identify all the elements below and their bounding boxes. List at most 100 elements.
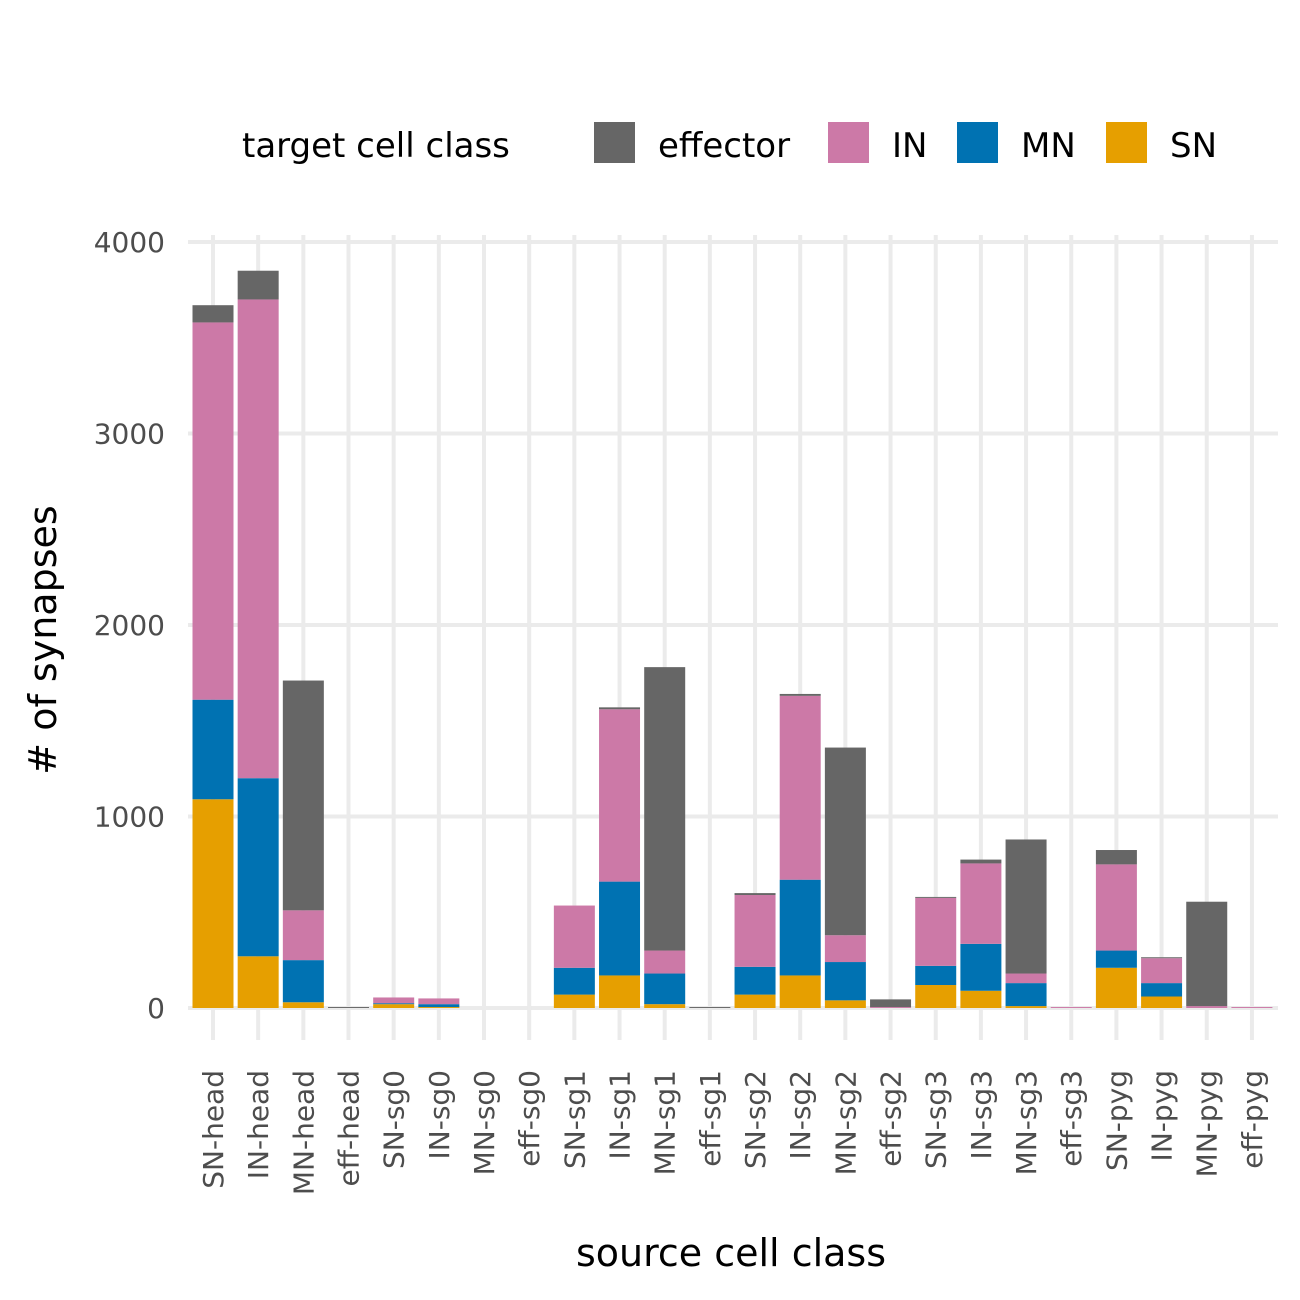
bar-SN-head-in	[192, 322, 234, 700]
legend-items: effector IN MN SN	[594, 122, 1217, 166]
legend-swatch-effector	[594, 122, 635, 163]
legend: target cell class effector IN MN SN	[242, 122, 1217, 166]
x-tick-label-MN-sg1: MN-sg1	[649, 1070, 682, 1175]
bar-IN-sg2-sn	[779, 975, 821, 1008]
legend-swatch-in	[828, 122, 869, 163]
x-tick-label-IN-sg2: IN-sg2	[784, 1070, 817, 1159]
x-tick-label-IN-head: IN-head	[242, 1070, 275, 1179]
bar-SN-pyg-sn	[1095, 967, 1137, 1008]
bar-SN-sg3-effector	[915, 896, 957, 898]
bar-MN-sg2-sn	[824, 1000, 866, 1008]
bar-IN-sg2-in	[779, 695, 821, 880]
bar-MN-sg1-sn	[644, 1004, 686, 1008]
bar-SN-sg1-mn	[553, 967, 595, 995]
bar-SN-head-sn	[192, 799, 234, 1008]
bar-SN-sg2-in	[734, 895, 776, 967]
bar-MN-pyg-in	[1186, 1006, 1228, 1008]
bar-IN-sg3-in	[960, 863, 1002, 944]
bar-IN-sg2-effector	[779, 693, 821, 696]
bar-SN-sg1-in	[553, 905, 595, 968]
x-tick-label-IN-sg1: IN-sg1	[604, 1070, 637, 1159]
bar-IN-head-effector	[237, 270, 279, 300]
bar-IN-sg2-mn	[779, 879, 821, 976]
bars	[192, 270, 1273, 1008]
bar-SN-sg0-in	[373, 997, 415, 1004]
bar-SN-head-mn	[192, 699, 234, 800]
bar-MN-sg3-mn	[1005, 983, 1047, 1007]
bar-IN-sg1-in	[599, 709, 641, 882]
x-axis-ticks: SN-head IN-head MN-head eff-head SN-sg0 IN-sg…	[197, 1070, 1269, 1195]
bar-MN-sg1-effector	[644, 667, 686, 951]
bar-eff-head-effector	[328, 1007, 370, 1008]
bar-IN-sg1-effector	[599, 707, 641, 710]
x-tick-label-SN-sg2: SN-sg2	[739, 1070, 772, 1169]
x-tick-label-eff-sg1: eff-sg1	[694, 1070, 727, 1167]
x-tick-label-IN-pyg: IN-pyg	[1146, 1070, 1179, 1161]
bar-MN-sg2-effector	[824, 747, 866, 936]
bar-MN-sg1-in	[644, 950, 686, 974]
bar-MN-sg1-mn	[644, 973, 686, 1005]
bar-IN-sg3-mn	[960, 943, 1002, 991]
y-axis-ticks: 0 1000 2000 3000 4000	[94, 226, 165, 1025]
bar-eff-sg1-effector	[689, 1007, 731, 1008]
bar-IN-head-mn	[237, 778, 279, 957]
x-tick-label-eff-sg3: eff-sg3	[1055, 1070, 1088, 1167]
bar-SN-sg2-effector	[734, 893, 776, 896]
legend-label-mn: MN	[1021, 126, 1076, 166]
bar-MN-sg2-mn	[824, 962, 866, 1001]
bar-SN-sg0-sn	[373, 1004, 415, 1008]
bar-SN-pyg-effector	[1095, 850, 1137, 865]
bar-MN-head-sn	[282, 1002, 324, 1008]
bar-eff-sg3-in	[1050, 1007, 1092, 1008]
bar-eff-sg2-effector	[870, 999, 912, 1008]
bar-SN-sg2-sn	[734, 994, 776, 1008]
bar-SN-sg0-mn	[373, 1003, 415, 1005]
bar-SN-sg2-mn	[734, 966, 776, 995]
bar-SN-sg3-in	[915, 897, 957, 966]
bar-IN-sg1-mn	[599, 881, 641, 976]
legend-label-sn: SN	[1170, 126, 1217, 166]
bar-IN-head-sn	[237, 956, 279, 1008]
bar-IN-sg3-effector	[960, 859, 1002, 864]
x-tick-label-eff-sg0: eff-sg0	[513, 1070, 546, 1167]
bar-MN-head-in	[282, 910, 324, 961]
bar-IN-pyg-sn	[1141, 996, 1183, 1008]
legend-swatch-sn	[1106, 122, 1147, 163]
bar-IN-head-in	[237, 299, 279, 779]
bar-IN-sg0-sn	[418, 1007, 460, 1008]
x-tick-label-SN-sg1: SN-sg1	[558, 1070, 591, 1169]
x-tick-label-SN-pyg: SN-pyg	[1100, 1070, 1133, 1171]
x-tick-label-MN-head: MN-head	[287, 1070, 320, 1195]
bar-MN-sg3-sn	[1005, 1006, 1047, 1008]
bar-IN-sg3-sn	[960, 990, 1002, 1008]
bar-MN-sg3-in	[1005, 973, 1047, 984]
bar-MN-head-mn	[282, 960, 324, 1003]
x-tick-label-IN-sg0: IN-sg0	[423, 1070, 456, 1159]
x-tick-label-IN-sg3: IN-sg3	[965, 1070, 998, 1159]
bar-MN-head-effector	[282, 680, 324, 911]
x-tick-label-eff-head: eff-head	[333, 1070, 366, 1187]
x-tick-label-MN-sg3: MN-sg3	[1010, 1070, 1043, 1175]
bar-SN-pyg-in	[1095, 864, 1137, 951]
x-axis-title: source cell class	[576, 1231, 886, 1275]
bar-IN-pyg-mn	[1141, 983, 1183, 997]
bar-SN-pyg-mn	[1095, 950, 1137, 968]
y-tick-label-2000: 2000	[94, 609, 165, 642]
x-tick-label-SN-head: SN-head	[197, 1070, 230, 1189]
x-tick-label-MN-sg2: MN-sg2	[829, 1070, 862, 1175]
y-axis-title: # of synapses	[21, 505, 65, 774]
y-tick-label-0: 0	[147, 992, 165, 1025]
bar-SN-sg1-sn	[553, 994, 595, 1008]
bar-IN-pyg-effector	[1141, 957, 1183, 959]
bar-eff-pyg-in	[1231, 1007, 1273, 1008]
bar-IN-sg0-mn	[418, 1004, 460, 1008]
bar-eff-sg2-in	[870, 1007, 912, 1008]
x-tick-label-SN-sg0: SN-sg0	[378, 1070, 411, 1169]
x-tick-label-MN-pyg: MN-pyg	[1191, 1070, 1224, 1177]
x-tick-label-eff-sg2: eff-sg2	[875, 1070, 908, 1167]
bar-SN-head-effector	[192, 305, 234, 323]
legend-title: target cell class	[242, 126, 510, 166]
y-tick-label-1000: 1000	[94, 801, 165, 834]
legend-swatch-mn	[957, 122, 998, 163]
